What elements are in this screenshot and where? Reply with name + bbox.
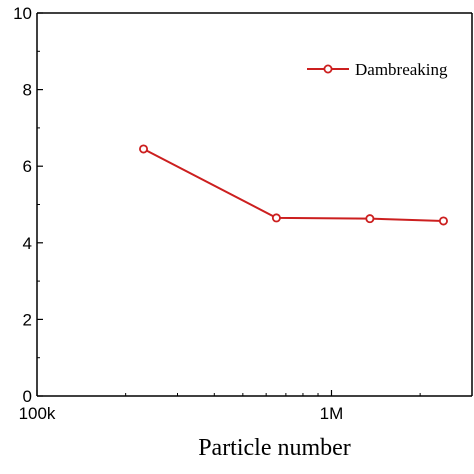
x-axis-ticks: 100k 1M (19, 390, 473, 423)
y-tick-label: 10 (13, 4, 32, 23)
y-tick-label: 2 (23, 310, 32, 329)
data-point (438, 216, 448, 226)
y-tick-label: 8 (23, 81, 32, 100)
x-axis-title: Particle number (198, 435, 351, 461)
x-tick-label: 100k (19, 404, 56, 423)
data-point (139, 144, 149, 154)
legend-marker (323, 64, 333, 74)
legend: Dambreaking (307, 60, 448, 79)
data-point (365, 214, 375, 224)
y-tick-label: 6 (23, 157, 32, 176)
data-point (271, 213, 281, 223)
legend-label: Dambreaking (355, 60, 448, 79)
series-line (143, 148, 444, 222)
y-tick-label: 0 (23, 387, 32, 406)
x-tick-label: 1M (320, 404, 344, 423)
y-axis-ticks: 0 2 4 6 8 10 (13, 4, 43, 406)
series-layer (139, 144, 448, 226)
y-tick-label: 4 (23, 234, 32, 253)
